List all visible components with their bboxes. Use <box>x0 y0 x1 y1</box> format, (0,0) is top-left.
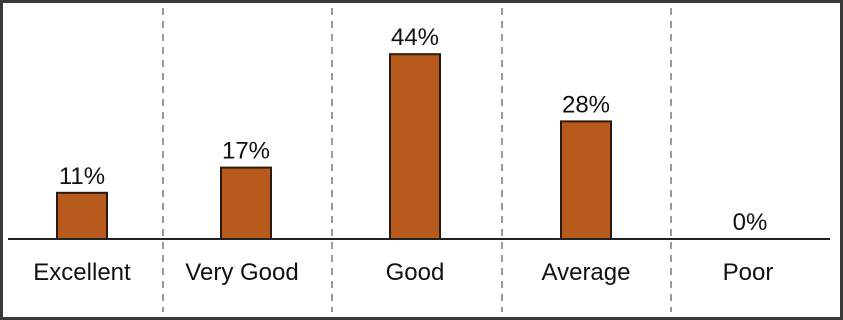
bars <box>56 53 612 241</box>
value-labels: 11% 17% 44% 28% 0% <box>59 24 767 236</box>
value-label: 17% <box>222 138 270 165</box>
category-label: Good <box>386 259 445 286</box>
value-label: 0% <box>733 209 768 236</box>
bar-average <box>560 120 612 240</box>
bar-excellent <box>56 191 108 241</box>
category-labels: Excellent Very Good Good Average Poor <box>33 259 773 286</box>
value-label: 11% <box>59 163 105 190</box>
value-label: 28% <box>562 91 610 118</box>
category-label: Very Good <box>185 259 298 286</box>
category-label: Poor <box>723 259 774 286</box>
bar-good <box>389 53 441 241</box>
category-label: Excellent <box>33 259 131 286</box>
category-dividers <box>162 8 672 312</box>
value-label: 44% <box>391 24 439 51</box>
bar-very-good <box>220 166 272 241</box>
category-label: Average <box>542 259 631 286</box>
